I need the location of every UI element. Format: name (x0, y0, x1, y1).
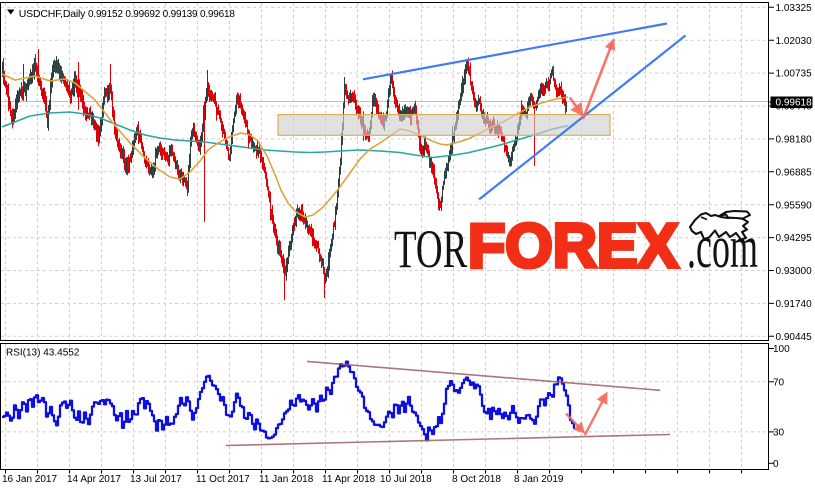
svg-text:14 Apr 2017: 14 Apr 2017 (67, 474, 121, 485)
svg-text:0.95590: 0.95590 (776, 200, 813, 211)
svg-text:0: 0 (773, 459, 779, 470)
svg-text:1.00735: 1.00735 (776, 69, 813, 80)
svg-text:11 Apr 2018: 11 Apr 2018 (322, 474, 376, 485)
svg-text:16 Jan 2017: 16 Jan 2017 (2, 474, 57, 485)
svg-text:10 Jul 2018: 10 Jul 2018 (380, 474, 432, 485)
svg-text:0.98180: 0.98180 (776, 135, 813, 146)
svg-text:TOR: TOR (394, 220, 467, 280)
svg-text:30: 30 (773, 428, 785, 439)
svg-text:11 Oct 2017: 11 Oct 2017 (196, 474, 250, 485)
svg-text:100: 100 (773, 344, 790, 355)
svg-text:70: 70 (773, 377, 785, 388)
svg-text:1.03325: 1.03325 (776, 3, 813, 14)
svg-text:0.90445: 0.90445 (776, 332, 813, 343)
svg-text:0.99618: 0.99618 (776, 98, 813, 109)
svg-text:0.91740: 0.91740 (776, 299, 813, 310)
svg-text:FOREX: FOREX (468, 212, 678, 282)
svg-text:0.94295: 0.94295 (776, 233, 813, 244)
svg-text:RSI(13) 43.4552: RSI(13) 43.4552 (6, 348, 80, 359)
svg-text:8 Oct 2018: 8 Oct 2018 (452, 474, 501, 485)
svg-text:0.96885: 0.96885 (776, 167, 813, 178)
svg-text:1.02030: 1.02030 (776, 36, 813, 47)
svg-text:USDCHF,Daily: USDCHF,Daily (19, 8, 86, 20)
svg-text:8 Jan 2019: 8 Jan 2019 (514, 474, 564, 485)
svg-text:13 Jul 2017: 13 Jul 2017 (130, 474, 182, 485)
svg-text:0.99152 0.99692 0.99139 0.9961: 0.99152 0.99692 0.99139 0.99618 (88, 9, 235, 20)
svg-text:11 Jan 2018: 11 Jan 2018 (259, 474, 314, 485)
svg-text:0.93000: 0.93000 (776, 266, 813, 277)
